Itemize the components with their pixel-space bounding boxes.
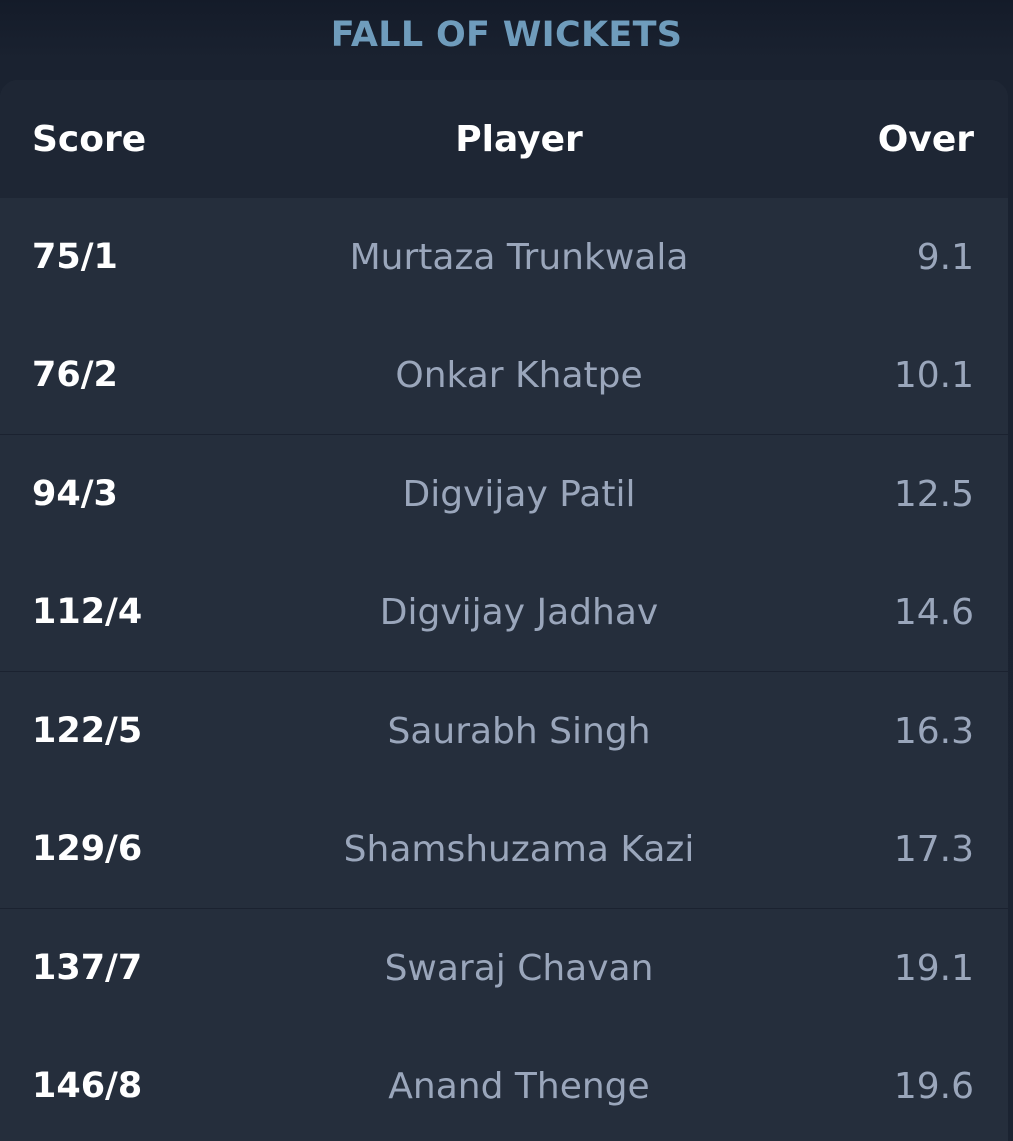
over-cell: 16.3 [893, 710, 974, 752]
player-cell: Saurabh Singh [387, 710, 651, 752]
over-cell: 19.6 [893, 1065, 974, 1107]
table-row: 94/3 Digvijay Patil 12.5 [0, 435, 1008, 553]
header-score: Score [32, 118, 147, 160]
over-cell: 14.6 [893, 591, 974, 633]
table-row: 122/5 Saurabh Singh 16.3 [0, 672, 1008, 790]
table-row: 75/1 Murtaza Trunkwala 9.1 [0, 198, 1008, 316]
header-player: Player [455, 118, 583, 160]
section-title: FALL OF WICKETS [330, 15, 683, 55]
score-cell: 94/3 [32, 474, 118, 514]
score-cell: 146/8 [32, 1066, 143, 1106]
row-group: 75/1 Murtaza Trunkwala 9.1 76/2 Onkar Kh… [0, 198, 1008, 435]
score-cell: 122/5 [32, 711, 143, 751]
score-cell: 129/6 [32, 829, 143, 869]
over-cell: 10.1 [893, 354, 974, 396]
player-cell: Swaraj Chavan [384, 947, 654, 989]
row-group: 137/7 Swaraj Chavan 19.1 146/8 Anand The… [0, 909, 1008, 1141]
header-over: Over [877, 118, 974, 160]
score-cell: 112/4 [32, 592, 143, 632]
score-cell: 75/1 [32, 237, 118, 277]
over-cell: 9.1 [916, 236, 974, 278]
player-cell: Shamshuzama Kazi [343, 828, 695, 870]
table-row: 76/2 Onkar Khatpe 10.1 [0, 316, 1008, 434]
over-cell: 12.5 [893, 473, 974, 515]
table-row: 146/8 Anand Thenge 19.6 [0, 1027, 1008, 1141]
table-header: Score Player Over [0, 80, 1008, 198]
player-cell: Digvijay Patil [402, 473, 636, 515]
table-row: 137/7 Swaraj Chavan 19.1 [0, 909, 1008, 1027]
fall-of-wickets-table: Score Player Over 75/1 Murtaza Trunkwala… [0, 80, 1008, 1141]
score-cell: 137/7 [32, 948, 143, 988]
row-group: 94/3 Digvijay Patil 12.5 112/4 Digvijay … [0, 435, 1008, 672]
over-cell: 19.1 [893, 947, 974, 989]
over-cell: 17.3 [893, 828, 974, 870]
table-row: 112/4 Digvijay Jadhav 14.6 [0, 553, 1008, 671]
row-group: 122/5 Saurabh Singh 16.3 129/6 Shamshuza… [0, 672, 1008, 909]
player-cell: Digvijay Jadhav [379, 591, 659, 633]
table-row: 129/6 Shamshuzama Kazi 17.3 [0, 790, 1008, 908]
score-cell: 76/2 [32, 355, 118, 395]
player-cell: Anand Thenge [388, 1065, 650, 1107]
player-cell: Onkar Khatpe [395, 354, 643, 396]
player-cell: Murtaza Trunkwala [349, 236, 689, 278]
